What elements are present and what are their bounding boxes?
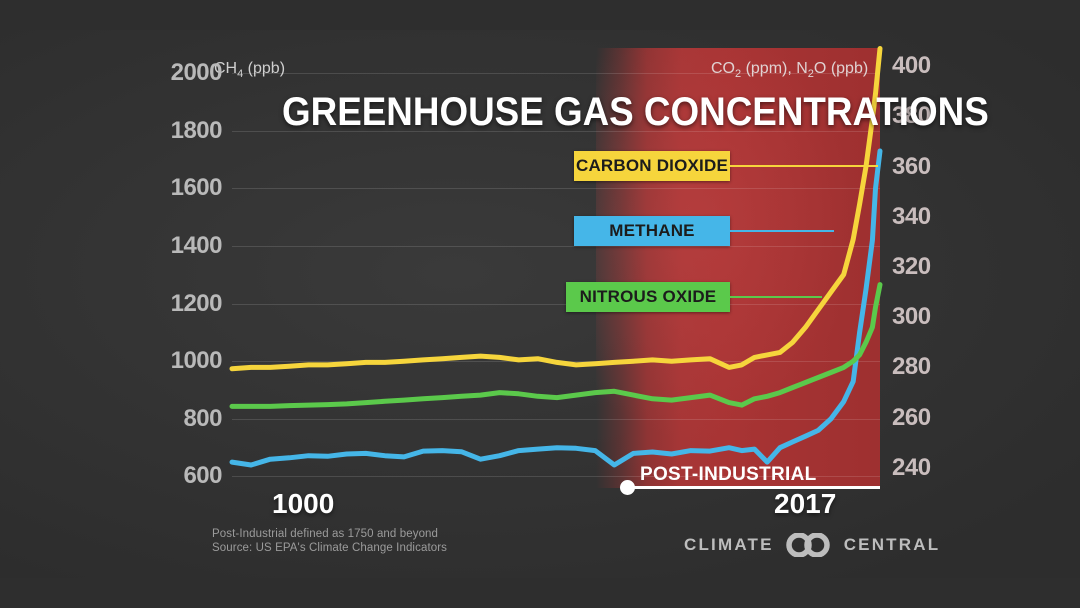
right-axis-tick-label: 320	[892, 252, 931, 280]
footnote-source: Source: US EPA's Climate Change Indicato…	[212, 542, 448, 554]
x-axis-end-label: 2017	[774, 488, 837, 519]
x-axis-start-label: 1000	[272, 488, 335, 519]
logo-word-central: CENTRAL	[843, 535, 941, 554]
left-axis-caption: CH4 (ppb)	[214, 60, 285, 80]
right-axis-tick-label: 400	[892, 52, 931, 80]
right-axis-tick-label: 340	[892, 202, 931, 230]
post-industrial-start-dot	[620, 480, 635, 495]
left-axis-tick-label: 1400	[170, 232, 223, 260]
gridline	[232, 476, 880, 478]
gridline	[232, 246, 880, 248]
post-industrial-label: POST-INDUSTRIAL	[640, 464, 817, 485]
left-axis-tick-label: 1600	[170, 174, 223, 202]
top-band	[0, 0, 1080, 30]
right-axis-tick-label: 240	[892, 453, 931, 481]
left-axis-tick-label: 800	[183, 404, 222, 432]
gridline	[232, 73, 880, 75]
left-axis-tick-label: 600	[183, 462, 222, 490]
left-axis-caption-post: (ppb)	[243, 60, 286, 77]
right-axis-caption-mid: (ppm), N	[741, 60, 808, 77]
left-axis-tick-label: 1200	[170, 289, 223, 317]
legend-item-nitrous-oxide[interactable]: NITROUS OXIDE	[566, 282, 822, 312]
right-axis-caption-sub1: 2	[735, 68, 742, 81]
series-line-carbon-dioxide	[229, 46, 883, 372]
legend-item-methane[interactable]: METHANE	[574, 216, 834, 246]
right-axis-caption-post: O (ppb)	[813, 60, 869, 77]
climate-central-logo: CLIMATE CENTRAL	[684, 533, 940, 557]
left-axis-caption-sub: 4	[237, 68, 244, 81]
left-axis-tick-label: 2000	[170, 59, 223, 87]
right-axis-tick-label: 380	[892, 102, 931, 130]
footnote-definition: Post-Industrial defined as 1750 and beyo…	[212, 528, 439, 540]
left-axis-tick-label: 1000	[170, 347, 223, 375]
right-axis-tick-label: 260	[892, 403, 931, 431]
legend-leader-line	[730, 230, 834, 232]
gridline	[232, 130, 880, 132]
legend-item-carbon-dioxide[interactable]: CARBON DIOXIDE	[574, 151, 878, 181]
legend-leader-line	[730, 296, 822, 298]
two-interlocking-rings-icon	[785, 533, 830, 557]
series-lines	[229, 46, 883, 468]
right-axis-tick-label: 300	[892, 303, 931, 331]
bottom-band	[0, 578, 1080, 608]
gridline	[232, 303, 880, 305]
right-axis-caption-pre: CO	[711, 60, 735, 77]
right-axis-tick-label: 360	[892, 152, 931, 180]
gridline	[232, 188, 880, 190]
logo-word-climate: CLIMATE	[684, 535, 774, 554]
right-axis-caption: CO2 (ppm), N2O (ppb)	[711, 60, 868, 80]
gridline	[232, 418, 880, 420]
legend-leader-line	[730, 165, 878, 167]
post-industrial-shaded-region	[596, 48, 880, 488]
series-line-nitrous-oxide	[229, 282, 883, 409]
right-axis-tick-label: 280	[892, 353, 931, 381]
left-axis-tick-label: 1800	[170, 116, 223, 144]
series-line-methane	[229, 148, 883, 468]
left-axis-caption-pre: CH	[214, 60, 238, 77]
post-industrial-bar	[626, 486, 880, 489]
page-title: GREENHOUSE GAS CONCENTRATIONS	[282, 90, 989, 134]
plot-area: 600 800 1000 1200 1400 1600 1800 2000 240 260 280…	[171, 46, 931, 489]
right-axis-caption-sub2: 2	[807, 68, 814, 81]
